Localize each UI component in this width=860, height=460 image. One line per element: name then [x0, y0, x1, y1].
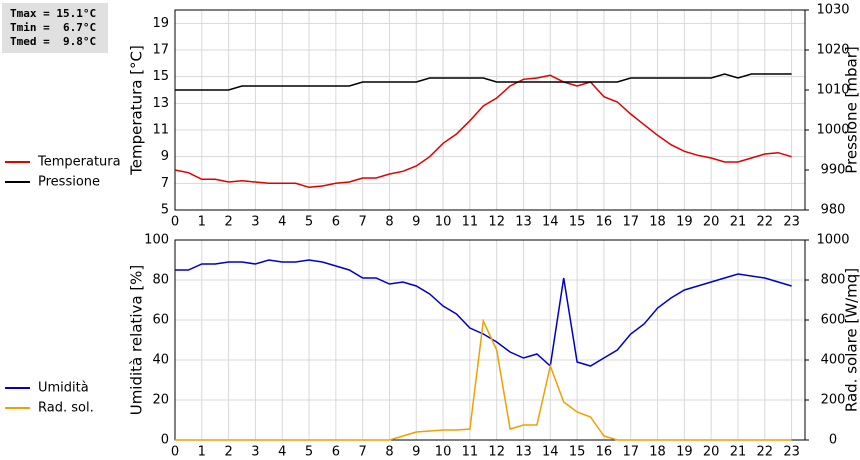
x-tick-label: 0: [171, 215, 179, 230]
y-tick-label: 9: [161, 149, 169, 164]
x-tick-label: 7: [359, 215, 367, 230]
x-tick-label: 13: [515, 215, 532, 230]
y-tick-label: 40: [152, 353, 169, 368]
plot-area: [175, 240, 805, 440]
x-tick-label: 8: [385, 445, 393, 460]
x-tick-label: 10: [435, 215, 452, 230]
y2-tick-label: 990: [821, 163, 846, 178]
y-tick-label: 80: [152, 273, 169, 288]
y-axis-label: Umidità relativa [%]: [128, 265, 146, 416]
x-tick-label: 18: [649, 215, 666, 230]
x-tick-label: 1: [198, 215, 206, 230]
x-tick-label: 22: [757, 445, 774, 460]
x-tick-label: 4: [278, 445, 286, 460]
x-tick-label: 12: [488, 215, 505, 230]
y2-tick-label: 800: [821, 273, 846, 288]
x-tick-label: 16: [596, 445, 613, 460]
y2-tick-label: 1030: [816, 3, 849, 18]
series-line: [175, 73, 792, 91]
legend-label: Rad. sol.: [38, 401, 94, 416]
x-tick-label: 23: [783, 215, 800, 230]
y2-tick-label: 400: [821, 353, 846, 368]
annotation: Tmin = 6.7°C: [10, 21, 96, 34]
y2-tick-label: 0: [829, 433, 837, 448]
x-tick-label: 17: [622, 445, 639, 460]
x-tick-label: 15: [569, 445, 586, 460]
x-tick-label: 12: [488, 445, 505, 460]
y2-tick-label: 1000: [816, 123, 849, 138]
plot-frame: [174, 239, 806, 441]
y-tick-label: 13: [152, 96, 169, 111]
annotation: Tmax = 15.1°C: [10, 7, 96, 20]
x-tick-label: 2: [224, 215, 232, 230]
x-tick-label: 8: [385, 215, 393, 230]
y-axis-label: Temperatura [°C]: [128, 45, 146, 176]
x-tick-label: 6: [332, 445, 340, 460]
y-tick-label: 7: [161, 176, 169, 191]
x-tick-label: 23: [783, 445, 800, 460]
y-tick-label: 15: [152, 69, 169, 84]
y2-axis-label: Rad. solare [W/mq]: [843, 268, 860, 412]
series-line: [175, 318, 792, 441]
y2-tick-label: 600: [821, 313, 846, 328]
x-tick-label: 1: [198, 445, 206, 460]
y-tick-label: 5: [161, 203, 169, 218]
y-tick-label: 19: [152, 16, 169, 31]
y2-axis-label: Pressione [mbar]: [843, 46, 860, 174]
x-tick-label: 20: [703, 445, 720, 460]
x-tick-label: 20: [703, 215, 720, 230]
x-tick-label: 10: [435, 445, 452, 460]
series-line: [174, 74, 792, 189]
legend-label: Pressione: [38, 175, 100, 190]
stats-box: [2, 3, 108, 53]
x-tick-label: 19: [676, 215, 693, 230]
x-tick-label: 2: [224, 445, 232, 460]
x-tick-label: 5: [305, 215, 313, 230]
legend-label: Umidità: [38, 381, 89, 396]
y-tick-label: 20: [152, 393, 169, 408]
x-tick-label: 9: [412, 215, 420, 230]
annotation: Tmed = 9.8°C: [10, 35, 96, 48]
x-tick-label: 22: [757, 215, 774, 230]
x-tick-label: 6: [332, 215, 340, 230]
y-tick-label: 60: [152, 313, 169, 328]
x-tick-label: 11: [462, 445, 479, 460]
x-tick-label: 21: [730, 445, 747, 460]
y-tick-label: 0: [161, 433, 169, 448]
series-line: [175, 259, 792, 368]
x-tick-label: 18: [649, 445, 666, 460]
plot-area: [175, 10, 805, 210]
x-tick-label: 11: [462, 215, 479, 230]
y2-tick-label: 980: [821, 203, 846, 218]
x-tick-label: 15: [569, 215, 586, 230]
y2-tick-label: 1000: [816, 233, 849, 248]
x-tick-label: 14: [542, 215, 559, 230]
legend-label: Temperatura: [37, 155, 121, 170]
x-tick-label: 16: [596, 215, 613, 230]
y-tick-label: 11: [152, 123, 169, 138]
x-tick-label: 3: [251, 445, 259, 460]
x-tick-label: 21: [730, 215, 747, 230]
x-tick-label: 7: [359, 445, 367, 460]
y-tick-label: 100: [144, 233, 169, 248]
x-tick-label: 3: [251, 215, 259, 230]
x-tick-label: 5: [305, 445, 313, 460]
y2-tick-label: 1010: [816, 83, 849, 98]
x-tick-label: 0: [171, 445, 179, 460]
y2-tick-label: 200: [821, 393, 846, 408]
x-tick-label: 9: [412, 445, 420, 460]
y-tick-label: 17: [152, 43, 169, 58]
y2-tick-label: 1020: [816, 43, 849, 58]
x-tick-label: 13: [515, 445, 532, 460]
x-tick-label: 19: [676, 445, 693, 460]
x-tick-label: 14: [542, 445, 559, 460]
x-tick-label: 17: [622, 215, 639, 230]
x-tick-label: 4: [278, 215, 286, 230]
plot-frame: [174, 9, 806, 211]
